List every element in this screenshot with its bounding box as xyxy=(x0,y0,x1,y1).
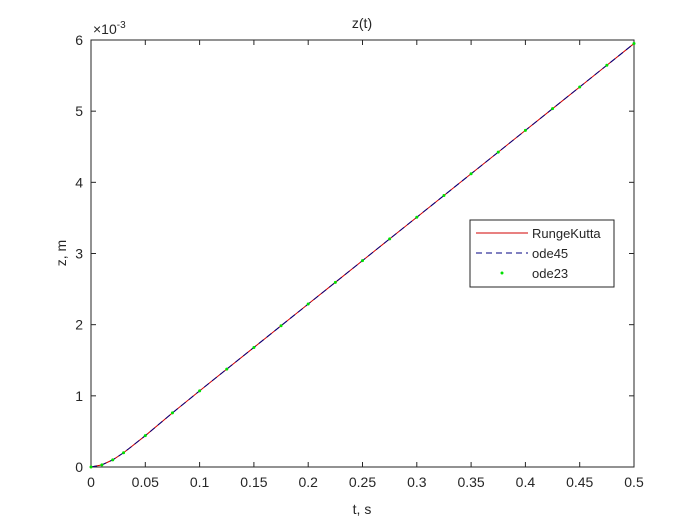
data-point xyxy=(442,193,446,197)
x-tick-label: 0.3 xyxy=(407,474,427,490)
legend-label: ode45 xyxy=(532,246,568,261)
data-point xyxy=(333,280,337,284)
y-tick-label: 0 xyxy=(75,459,83,475)
y-axis-label: z, m xyxy=(53,240,69,266)
x-tick-label: 0.15 xyxy=(240,474,267,490)
legend-box xyxy=(469,219,615,288)
y-tick-label: 1 xyxy=(75,388,83,404)
x-tick-label: 0.35 xyxy=(457,474,484,490)
y-multiplier: ×10-3 xyxy=(93,20,126,37)
data-point xyxy=(632,42,636,46)
legend-marker xyxy=(500,271,504,275)
data-point xyxy=(225,367,229,371)
y-tick-label: 2 xyxy=(75,317,83,333)
data-point xyxy=(523,128,527,132)
data-point xyxy=(551,107,555,111)
y-tick-label: 6 xyxy=(75,32,83,48)
data-point xyxy=(252,345,256,349)
x-tick-label: 0.05 xyxy=(132,474,159,490)
data-point xyxy=(496,150,500,154)
data-point xyxy=(306,302,310,306)
x-tick-label: 0.4 xyxy=(516,474,536,490)
data-point xyxy=(361,259,364,263)
chart-title: z(t) xyxy=(352,15,372,31)
data-point xyxy=(100,463,104,467)
x-tick-label: 0.2 xyxy=(298,474,318,490)
y-tick-label: 5 xyxy=(75,103,83,119)
x-tick-label: 0.45 xyxy=(566,474,593,490)
data-point xyxy=(469,172,473,176)
data-point xyxy=(578,85,582,89)
data-point xyxy=(111,458,115,462)
data-point xyxy=(279,324,283,328)
data-point xyxy=(170,411,174,415)
data-point xyxy=(122,451,126,455)
x-tick-label: 0.1 xyxy=(190,474,210,490)
x-axis-label: t, s xyxy=(353,501,372,517)
y-tick-label: 4 xyxy=(75,174,83,190)
legend-label: ode23 xyxy=(532,266,568,281)
data-point xyxy=(388,237,392,241)
y-multiplier-base: ×10 xyxy=(93,21,117,37)
x-tick-label: 0.5 xyxy=(624,474,644,490)
y-multiplier-exponent: -3 xyxy=(117,20,126,31)
data-point xyxy=(415,215,419,219)
data-point xyxy=(605,63,609,67)
data-point xyxy=(143,434,147,438)
data-point xyxy=(89,465,93,469)
legend: RungeKutta ode45 ode23 xyxy=(469,219,615,288)
x-tick-label: 0.25 xyxy=(349,474,376,490)
legend-label: RungeKutta xyxy=(532,226,601,241)
data-point xyxy=(198,389,202,393)
x-tick-label: 0 xyxy=(87,474,95,490)
data-line xyxy=(90,43,635,468)
y-tick-label: 3 xyxy=(75,246,83,262)
